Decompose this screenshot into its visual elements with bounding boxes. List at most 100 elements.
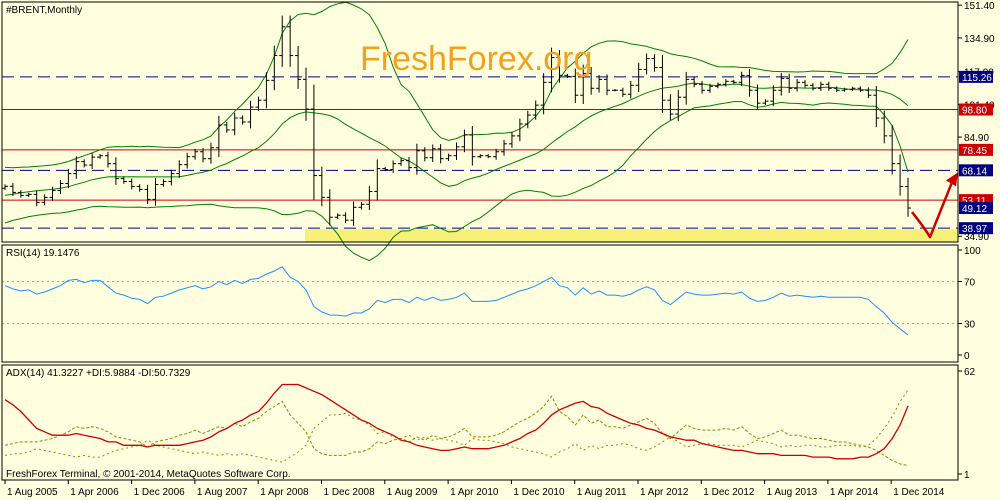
ohlc-bar [691,76,698,88]
ohlc-bar [192,148,199,160]
ohlc-bar [699,81,706,94]
ohlc-bar [817,81,824,91]
ohlc-bar [841,87,848,92]
ohlc-bar [247,100,254,129]
ohlc-bar [207,142,214,164]
ohlc-bar [112,157,119,185]
ohlc-bar [540,73,547,115]
ohlc-bar [279,15,286,67]
ohlc-bar [176,160,183,178]
ohlc-bar [905,177,911,217]
x-axis: 1 Aug 2005 1 Apr 2006 1 Dec 2006 1 Aug 2007… [4,480,945,498]
ohlc-bar [413,143,420,175]
rsi-pane-border [1,244,959,363]
ohlc-bar [524,110,531,129]
ohlc-bar [350,201,357,226]
y-tick-label: 151.40 [964,1,995,12]
x-tick-label: 1 Apr 2012 [640,487,689,498]
ohlc-bar [651,54,658,72]
rsi-y-tick-label: 70 [964,278,976,289]
ohlc-bar [714,82,721,89]
ohlc-bar [33,190,40,207]
x-tick-label: 1 Dec 2012 [703,487,755,498]
price-pane-header: #BRENT,Monthly [6,5,82,16]
ohlc-bar [445,153,452,161]
ohlc-bar [49,186,56,201]
ohlc-bar [833,86,840,93]
forecast-arrow-head [946,172,958,187]
price-pane-border [1,1,959,243]
x-tick-label: 1 Aug 2013 [767,487,818,498]
ohlc-bar [849,86,856,91]
ohlc-bar [572,68,579,104]
highlight-zone [305,229,958,242]
ohlc-bar [263,72,270,109]
bollinger-upper [4,1,909,169]
ohlc-bar [706,83,713,93]
svg-text:53.11: 53.11 [962,196,987,207]
ohlc-bar [794,79,801,92]
ohlc-bar [104,151,111,168]
ohlc-bar [160,179,167,187]
adx-line [4,383,909,460]
svg-text:68.14: 68.14 [962,166,987,177]
price-level-badges: 115.26 98.80 78.45 68.14 53.11 38.97 49.12 [959,70,993,235]
price-level-lines [2,76,958,229]
ohlc-bar [477,154,484,159]
level-badge-68.14: 68.14 [959,164,993,177]
ohlc-bar [889,124,896,175]
ohlc-bar [897,154,904,196]
ohlc-bar [128,178,135,190]
ohlc-bar [762,99,769,106]
ohlc-bar [271,45,278,91]
ohlc-bar [41,194,48,206]
terminal-footer: FreshForex Terminal, © 2001-2014, MetaQu… [6,469,291,480]
x-tick-label: 1 Apr 2006 [70,487,119,498]
adx-y-axis: 62 1 [958,367,976,481]
ohlc-bar [643,53,650,75]
ohlc-bar [611,89,618,92]
rsi-level-lines [2,281,958,324]
ohlc-bar [453,142,460,161]
ohlc-bar [485,154,492,159]
adx-pane: ADX(14) 41.3227 +DI:5.9884 -DI:50.7329 F… [1,364,976,481]
ohlc-bar [635,62,642,93]
ohlc-bar [461,129,468,153]
x-tick-label: 1 Dec 2010 [513,487,565,498]
ohlc-bar [382,167,389,172]
x-tick-label: 1 Aug 2009 [387,487,438,498]
rsi-y-axis: 100 70 30 0 [958,246,981,362]
rsi-pane: RSI(14) 19.1476 100 70 30 0 [1,244,981,363]
ohlc-bar [231,112,238,136]
ohlc-bar [366,185,373,211]
ohlc-bar [659,54,666,113]
ohlc-bar [556,50,563,83]
ohlc-bar [516,118,523,142]
ohlc-bar [287,15,294,67]
adx-y-tick-label: 62 [964,367,976,378]
ohlc-bar [310,84,317,200]
level-badge-115.26: 115.26 [959,70,993,84]
rsi-pane-header: RSI(14) 19.1476 [6,248,80,259]
ohlc-bar [865,87,872,99]
ohlc-bar [73,156,80,179]
y-tick-label: 134.90 [964,34,995,45]
ohlc-bar [501,139,508,156]
price-pane: FreshForex.org #BRENT,Monthly 151.40 134.… [1,1,995,262]
ohlc-bar [168,169,175,186]
ohlc-bar [802,80,809,88]
ohlc-bar [144,184,151,205]
level-badge-98.80: 98.80 [959,103,993,117]
rsi-y-tick-label: 30 [964,320,976,331]
adx-pane-border [1,364,959,481]
ohlc-bar [318,166,325,207]
svg-text:98.80: 98.80 [962,106,987,117]
x-tick-label: 1 Aug 2005 [7,487,58,498]
ohlc-bar [303,67,309,121]
ohlc-bar [580,64,587,105]
ohlc-bar [9,182,16,196]
ohlc-bar [532,100,539,120]
ohlc-bar [65,168,72,189]
rsi-y-tick-label: 100 [964,246,981,257]
